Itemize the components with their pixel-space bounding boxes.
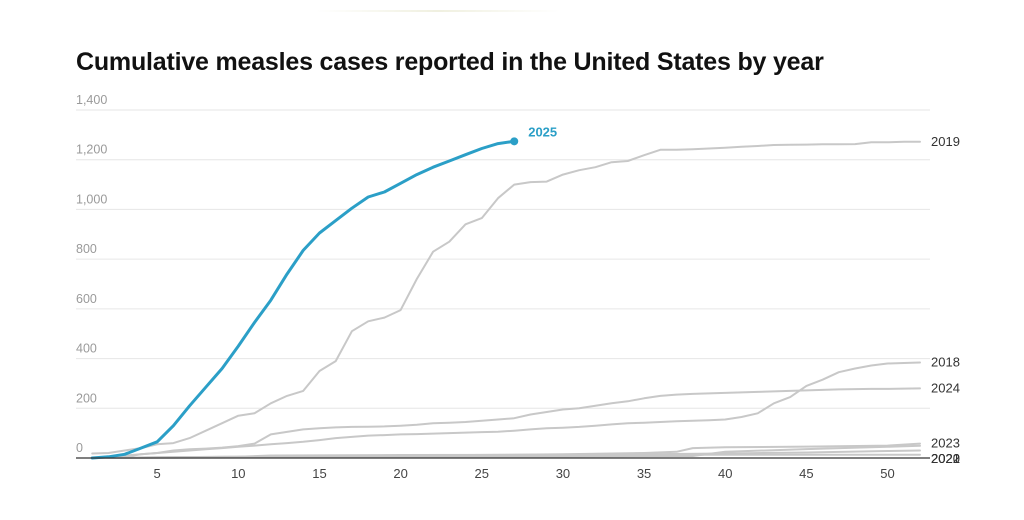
x-tick-label: 50 [880,466,894,481]
y-axis-tick-labels: 0 200 400 600 800 1,000 1,200 1,400 [76,93,107,455]
y-tick-label: 1,200 [76,143,107,157]
x-tick-label: 40 [718,466,732,481]
y-tick-label: 1,000 [76,192,107,206]
x-axis-tick-labels: 5 10 15 20 25 30 35 40 45 50 [154,466,895,481]
x-tick-label: 15 [312,466,326,481]
y-tick-label: 0 [76,441,83,455]
series-label-2023: 2023 [931,436,960,451]
y-tick-label: 600 [76,292,97,306]
series-line-2019 [91,140,921,455]
x-tick-label: 45 [799,466,813,481]
x-tick-label: 30 [556,466,570,481]
x-tick-label: 10 [231,466,245,481]
y-tick-label: 1,400 [76,93,107,107]
y-tick-label: 400 [76,342,97,356]
x-tick-label: 25 [475,466,489,481]
series-line-2025 [90,139,516,460]
series-line-2024 [91,387,921,459]
top-decorative-line [316,10,560,12]
series-end-marker-2025 [510,137,519,146]
series-label-2020: 2020 [931,451,960,466]
series-label-2024: 2024 [931,380,960,395]
x-tick-label: 5 [154,466,161,481]
series-label-2022: 2022 [931,451,960,466]
series-line-2020 [91,453,921,459]
gridlines [76,109,930,409]
series-label-2018: 2018 [931,355,960,370]
series-label-2025: 2025 [528,124,557,139]
y-tick-label: 800 [76,242,97,256]
series-lines [90,137,921,460]
x-tick-label: 35 [637,466,651,481]
chart-title: Cumulative measles cases reported in the… [76,48,824,76]
y-tick-label: 200 [76,391,97,405]
series-label-2019: 2019 [931,134,960,149]
x-tick-label: 20 [393,466,407,481]
series-label-2021: 2021 [931,451,960,466]
